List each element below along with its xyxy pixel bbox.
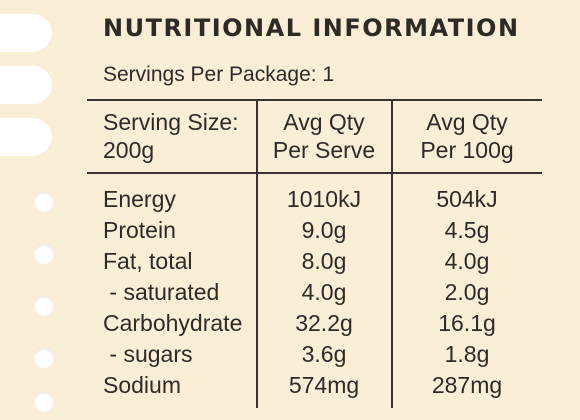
per-100g-value: 287mg <box>431 372 503 398</box>
header-per-100g-line1: Avg Qty <box>426 109 508 135</box>
header-divider-rule <box>87 172 542 174</box>
per-100g-value: 2.0g <box>444 279 490 305</box>
nutrient-label: - sugars <box>103 341 193 367</box>
header-per-100g-line2: Per 100g <box>420 137 514 163</box>
table-row: - saturated 4.0g 2.0g <box>0 277 580 308</box>
table-row: - sugars 3.6g 1.8g <box>0 339 580 370</box>
per-100g-value: 504kJ <box>436 186 498 212</box>
torn-edge-notch <box>0 66 52 104</box>
nutrient-label: Carbohydrate <box>103 310 243 336</box>
header-serving-size-line1: Serving Size: <box>103 109 239 135</box>
punch-hole <box>34 296 54 316</box>
nutrient-label: - saturated <box>103 279 220 305</box>
torn-edge-notch <box>0 14 52 52</box>
table-row: Protein 9.0g 4.5g <box>0 215 580 246</box>
table-row: Energy 1010kJ 504kJ <box>0 184 580 215</box>
torn-edge-notch <box>0 118 52 156</box>
per-serve-value: 8.0g <box>301 248 347 274</box>
header-serving-size-line2: 200g <box>103 137 155 163</box>
per-serve-value: 3.6g <box>301 341 347 367</box>
column-divider <box>391 100 393 408</box>
per-serve-value: 574mg <box>288 372 360 398</box>
per-100g-value: 4.0g <box>444 248 490 274</box>
table-row: Fat, total 8.0g 4.0g <box>0 246 580 277</box>
header-serving-size: Serving Size: 200g <box>103 108 253 164</box>
punch-hole <box>34 244 54 264</box>
punch-hole <box>34 192 54 212</box>
table-top-rule <box>87 99 542 101</box>
table-row: Sodium 574mg 287mg <box>0 370 580 401</box>
per-serve-value: 4.0g <box>301 279 347 305</box>
nutrient-label: Sodium <box>103 372 181 398</box>
per-serve-value: 1010kJ <box>286 186 362 212</box>
punch-hole <box>34 348 54 368</box>
nutrient-label: Energy <box>103 186 176 212</box>
nutrient-rows: Energy 1010kJ 504kJ Protein 9.0g 4.5g Fa… <box>0 184 580 401</box>
per-100g-value: 1.8g <box>444 341 490 367</box>
panel-title: NUTRITIONAL INFORMATION <box>103 14 520 42</box>
per-serve-value: 32.2g <box>295 310 353 336</box>
per-100g-value: 16.1g <box>438 310 496 336</box>
per-100g-value: 4.5g <box>444 217 490 243</box>
table-row: Carbohydrate 32.2g 16.1g <box>0 308 580 339</box>
header-per-100g: Avg Qty Per 100g <box>393 108 541 164</box>
per-serve-value: 9.0g <box>301 217 347 243</box>
column-divider <box>256 100 258 408</box>
nutrient-label: Fat, total <box>103 248 193 274</box>
nutrient-label: Protein <box>103 217 176 243</box>
header-per-serve-line1: Avg Qty <box>283 109 365 135</box>
servings-per-package: Servings Per Package: 1 <box>103 63 335 86</box>
header-per-serve: Avg Qty Per Serve <box>258 108 390 164</box>
header-per-serve-line2: Per Serve <box>272 137 376 163</box>
punch-hole <box>34 392 54 412</box>
torn-binding-edge <box>0 0 70 420</box>
